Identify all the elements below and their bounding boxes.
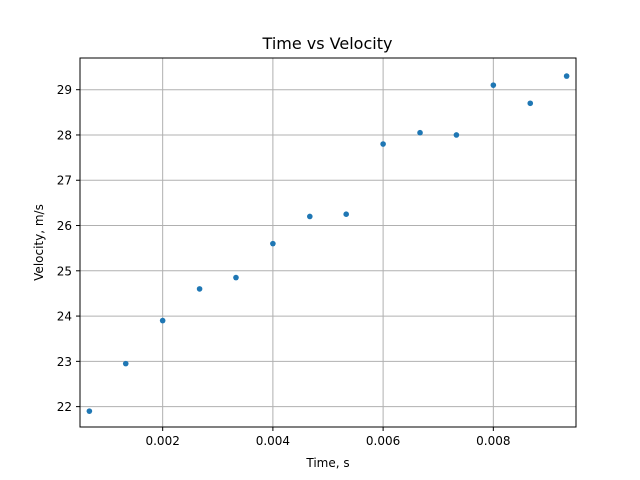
data-point: [159, 317, 166, 324]
data-point: [453, 132, 460, 138]
y-tick-label: 29: [57, 83, 72, 97]
data-point: [196, 286, 203, 292]
y-axis-label: Velocity, m/s: [32, 204, 46, 281]
data-point: [380, 141, 386, 147]
data-point: [343, 211, 349, 218]
y-tick-label: 28: [57, 128, 72, 142]
y-tick-label: 24: [57, 310, 72, 324]
x-tick-label: 0.002: [145, 434, 179, 448]
plot-frame: [79, 57, 577, 428]
ticks-layer: 0.002 0.004 0.006 0.008 22 23 24 25 26 27 28 29: [57, 83, 511, 448]
x-tick-label: 0.006: [366, 434, 400, 448]
data-point: [563, 73, 570, 79]
x-tick-label: 0.008: [476, 434, 510, 448]
data-point: [527, 100, 534, 107]
y-tick-label: 27: [57, 174, 72, 188]
grid-layer: [80, 58, 576, 427]
data-point: [490, 82, 497, 88]
y-tick-label: 22: [57, 400, 72, 414]
x-tick-label: 0.004: [256, 434, 290, 448]
data-point: [270, 240, 276, 247]
data-point: [233, 274, 239, 281]
points-layer: [86, 73, 570, 414]
x-axis-label: Time, s: [305, 456, 349, 470]
data-point: [86, 408, 93, 414]
chart-title: Time vs Velocity: [262, 34, 393, 53]
data-point: [122, 360, 129, 367]
data-point: [307, 213, 313, 220]
y-tick-label: 25: [57, 264, 72, 278]
y-tick-label: 23: [57, 355, 72, 369]
data-point: [417, 129, 423, 136]
y-tick-label: 26: [57, 219, 72, 233]
